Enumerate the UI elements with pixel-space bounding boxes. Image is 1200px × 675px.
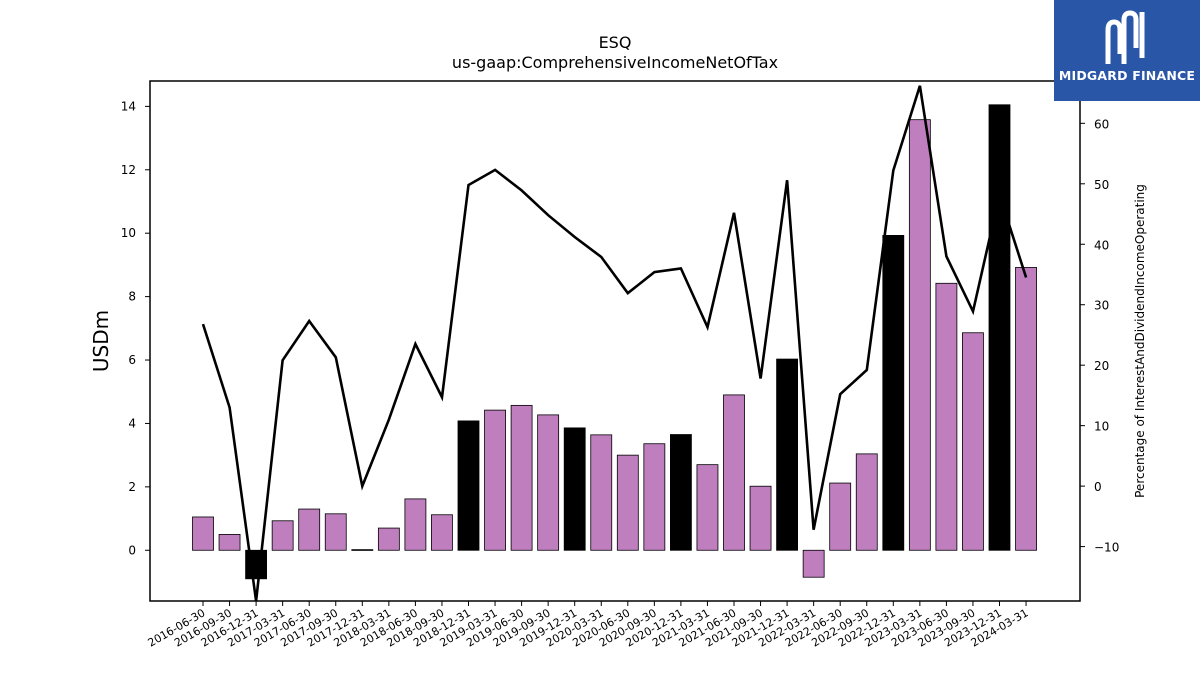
bar: [431, 514, 453, 551]
plot-frame: [149, 80, 1081, 602]
bar: [723, 394, 745, 551]
chart-title: ESQ: [599, 33, 632, 52]
y-tick-label-left: 0: [128, 543, 136, 557]
bar: [537, 414, 560, 551]
y-tick-label-right: 50: [1094, 178, 1109, 192]
y-tick-label-left: 14: [121, 99, 136, 113]
bar: [484, 409, 506, 551]
y-tick-label-left: 2: [128, 480, 136, 494]
bar: [908, 119, 931, 551]
bar: [218, 534, 241, 551]
bar: [298, 508, 321, 551]
bar: [988, 104, 1011, 551]
y-tick-label-right: 20: [1094, 359, 1109, 373]
y-tick-label-right: 0: [1094, 480, 1102, 494]
y-tick-label-left: 10: [121, 226, 136, 240]
bar: [882, 235, 905, 551]
bar: [855, 453, 878, 551]
bar: [324, 513, 347, 551]
bar: [616, 454, 639, 551]
y-axis-label-left: USDm: [89, 310, 113, 372]
y-tick-label-left: 12: [121, 163, 136, 177]
midgard-logo: MIDGARD FINANCE: [1054, 0, 1200, 101]
bar: [457, 420, 480, 551]
bar: [696, 464, 719, 551]
y-tick-label-right: 10: [1094, 420, 1109, 434]
y-tick-label-left: 4: [128, 416, 136, 430]
bar: [590, 434, 613, 551]
bar: [271, 520, 294, 551]
bar: [192, 516, 214, 551]
y-tick-label-right: −10: [1094, 541, 1119, 555]
bar: [377, 527, 400, 551]
y-tick-label-right: 30: [1094, 299, 1109, 313]
bar: [643, 443, 666, 551]
y-axis-label-right: Percentage of InterestAndDividendIncomeO…: [1133, 184, 1147, 498]
bar: [776, 358, 798, 551]
logo-text: MIDGARD FINANCE: [1058, 68, 1196, 83]
y-tick-label-right: 40: [1094, 238, 1109, 252]
chart-subtitle: us-gaap:ComprehensiveIncomeNetOfTax: [452, 53, 778, 72]
bar: [563, 427, 586, 551]
bar: [670, 434, 692, 551]
plot-area: 02468101214−1001020304050602016-06-30201…: [121, 85, 1119, 650]
bar: [510, 404, 533, 551]
series-line: [201, 85, 1028, 602]
bar: [935, 282, 958, 551]
bar: [749, 485, 772, 551]
bar: [404, 498, 427, 551]
bar: [351, 549, 374, 551]
y-tick-label-right: 60: [1094, 117, 1109, 131]
bar: [1015, 267, 1037, 551]
bar: [829, 482, 852, 551]
bar: [802, 549, 825, 578]
y-tick-label-left: 8: [128, 290, 136, 304]
midgard-logo-icon: [1105, 10, 1145, 64]
y-tick-label-left: 6: [128, 353, 136, 367]
bar: [962, 332, 984, 551]
